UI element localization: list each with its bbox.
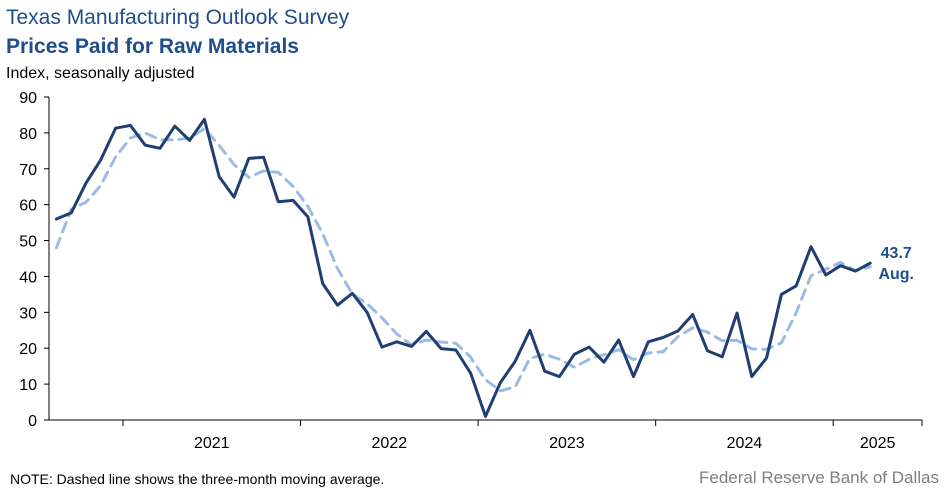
moving-average-line: [54, 127, 872, 393]
last-value-label: 43.7: [881, 245, 912, 262]
y-tick-label: 70: [19, 162, 37, 179]
y-tick-label: 0: [28, 413, 37, 430]
y-tick-label: 80: [19, 126, 37, 143]
y-tick-label: 10: [19, 377, 37, 394]
x-tick-label: 2024: [727, 435, 763, 452]
index-line: [54, 117, 872, 418]
source-label: Federal Reserve Bank of Dallas: [698, 468, 939, 487]
x-tick-label: 2025: [860, 435, 896, 452]
y-tick-label: 60: [19, 198, 37, 215]
y-tick-label: 30: [19, 305, 37, 322]
y-axis-label: Index, seasonally adjusted: [6, 65, 195, 82]
chart-subtitle: Prices Paid for Raw Materials: [6, 35, 299, 58]
last-month-label: Aug.: [878, 266, 914, 283]
y-tick-label: 90: [19, 90, 37, 107]
x-tick-label: 2021: [194, 435, 230, 452]
y-tick-label: 50: [19, 234, 37, 251]
x-tick-label: 2023: [549, 435, 585, 452]
chart-title: Texas Manufacturing Outlook Survey: [6, 6, 350, 29]
y-tick-label: 20: [19, 341, 37, 358]
footnote: NOTE: Dashed line shows the three-month …: [10, 471, 385, 487]
y-tick-label: 40: [19, 269, 37, 286]
x-tick-label: 2022: [372, 435, 408, 452]
